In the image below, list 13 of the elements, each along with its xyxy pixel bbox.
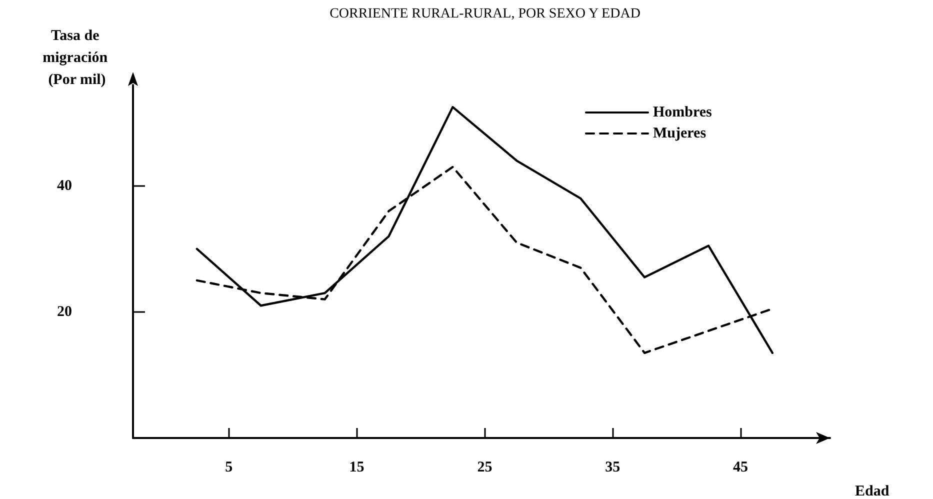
x-tick-label: 45	[732, 460, 748, 476]
line-series	[196, 106, 774, 354]
x-tick-label: 25	[477, 460, 492, 476]
y-tick-label: 40	[57, 178, 72, 194]
legend-label: Mujeres	[653, 126, 706, 142]
y-axis-title: Tasa de migración (Por mil)	[42, 28, 112, 88]
x-tick-label: 15	[349, 460, 364, 476]
legend-label: Hombres	[653, 104, 712, 120]
x-tick-label: 5	[225, 460, 233, 476]
y-tick-label: 20	[57, 304, 72, 320]
x-tick-label: 35	[605, 460, 620, 476]
x-axis-title: Edad	[855, 484, 890, 499]
chart-title: CORRIENTE RURAL-RURAL, POR SEXO Y EDAD	[330, 6, 640, 22]
